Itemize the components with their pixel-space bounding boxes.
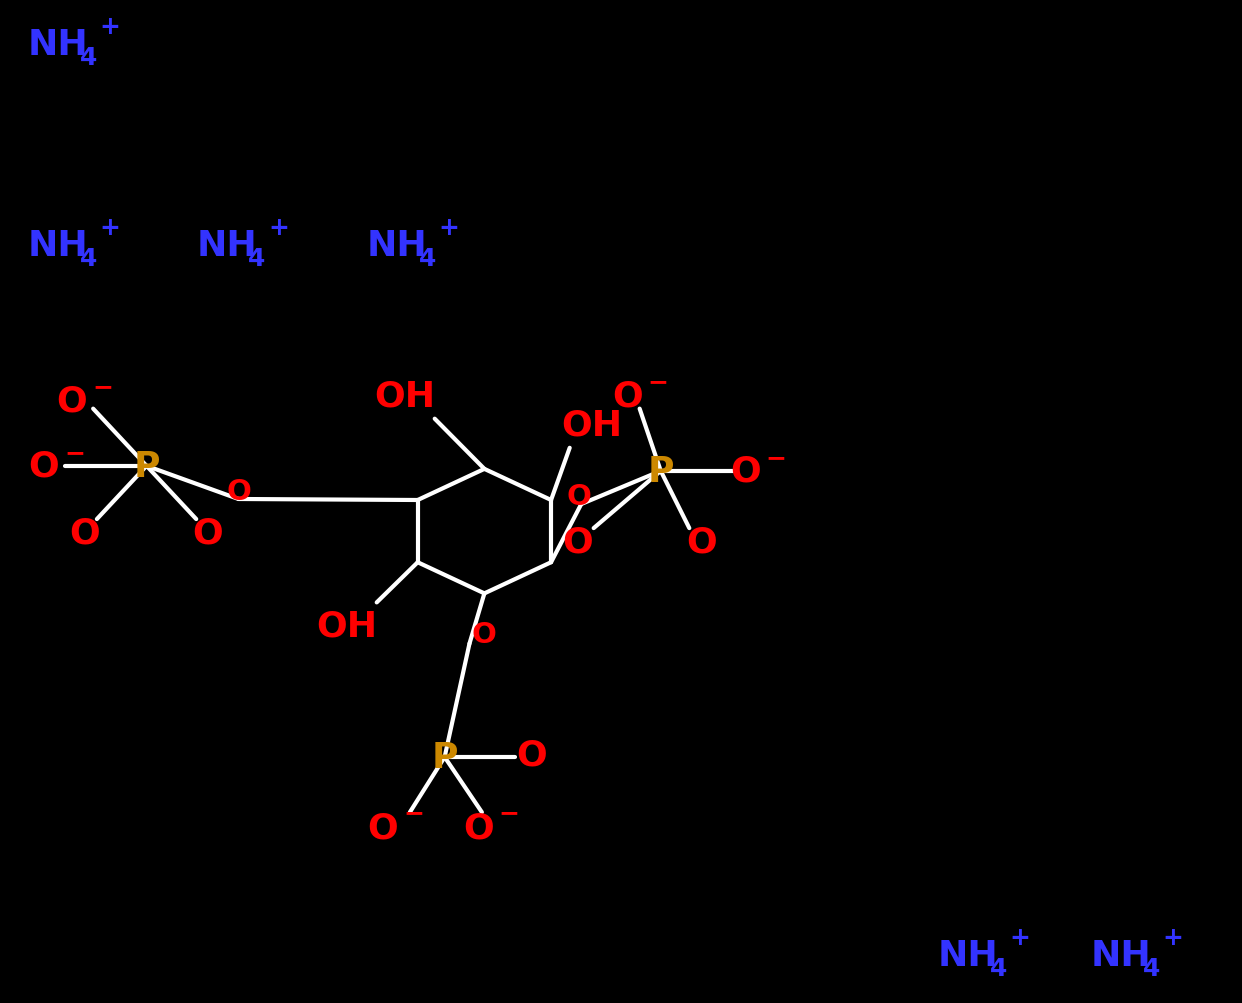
Text: O: O: [463, 810, 493, 845]
Text: +: +: [1010, 925, 1031, 949]
Text: −: −: [766, 445, 786, 469]
Text: OH: OH: [317, 609, 378, 643]
Text: 4: 4: [419, 247, 436, 271]
Text: +: +: [1163, 925, 1184, 949]
Text: −: −: [404, 800, 424, 824]
Text: 4: 4: [248, 247, 266, 271]
Text: 4: 4: [1143, 956, 1160, 980]
Text: P: P: [133, 449, 160, 483]
Text: O: O: [563, 525, 592, 559]
Text: O: O: [472, 620, 497, 648]
Text: O: O: [730, 454, 760, 488]
Text: O: O: [70, 516, 99, 550]
Text: NH: NH: [27, 28, 88, 62]
Text: −: −: [65, 440, 84, 464]
Text: O: O: [368, 810, 397, 845]
Text: O: O: [193, 516, 222, 550]
Text: NH: NH: [1090, 938, 1151, 972]
Text: +: +: [438, 216, 460, 240]
Text: −: −: [648, 370, 668, 394]
Text: 4: 4: [79, 247, 97, 271]
Text: O: O: [226, 477, 251, 506]
Text: NH: NH: [196, 229, 257, 263]
Text: O: O: [566, 482, 591, 511]
Text: +: +: [99, 216, 120, 240]
Text: OH: OH: [561, 408, 622, 442]
Text: O: O: [29, 449, 58, 483]
Text: OH: OH: [374, 379, 436, 413]
Text: O: O: [57, 384, 87, 418]
Text: NH: NH: [27, 229, 88, 263]
Text: O: O: [612, 379, 642, 413]
Text: 4: 4: [79, 46, 97, 70]
Text: 4: 4: [990, 956, 1007, 980]
Text: −: −: [93, 375, 113, 399]
Text: NH: NH: [366, 229, 427, 263]
Text: +: +: [99, 15, 120, 39]
Text: −: −: [499, 800, 519, 824]
Text: P: P: [647, 454, 674, 488]
Text: O: O: [517, 737, 546, 771]
Text: NH: NH: [938, 938, 999, 972]
Text: O: O: [687, 525, 717, 559]
Text: P: P: [431, 740, 458, 774]
Text: +: +: [268, 216, 289, 240]
